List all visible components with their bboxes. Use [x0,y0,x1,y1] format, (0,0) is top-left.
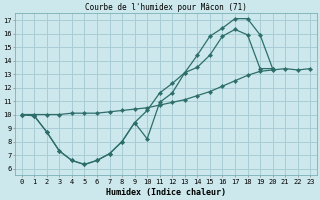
Title: Courbe de l'humidex pour Mâcon (71): Courbe de l'humidex pour Mâcon (71) [85,3,247,12]
X-axis label: Humidex (Indice chaleur): Humidex (Indice chaleur) [106,188,226,197]
